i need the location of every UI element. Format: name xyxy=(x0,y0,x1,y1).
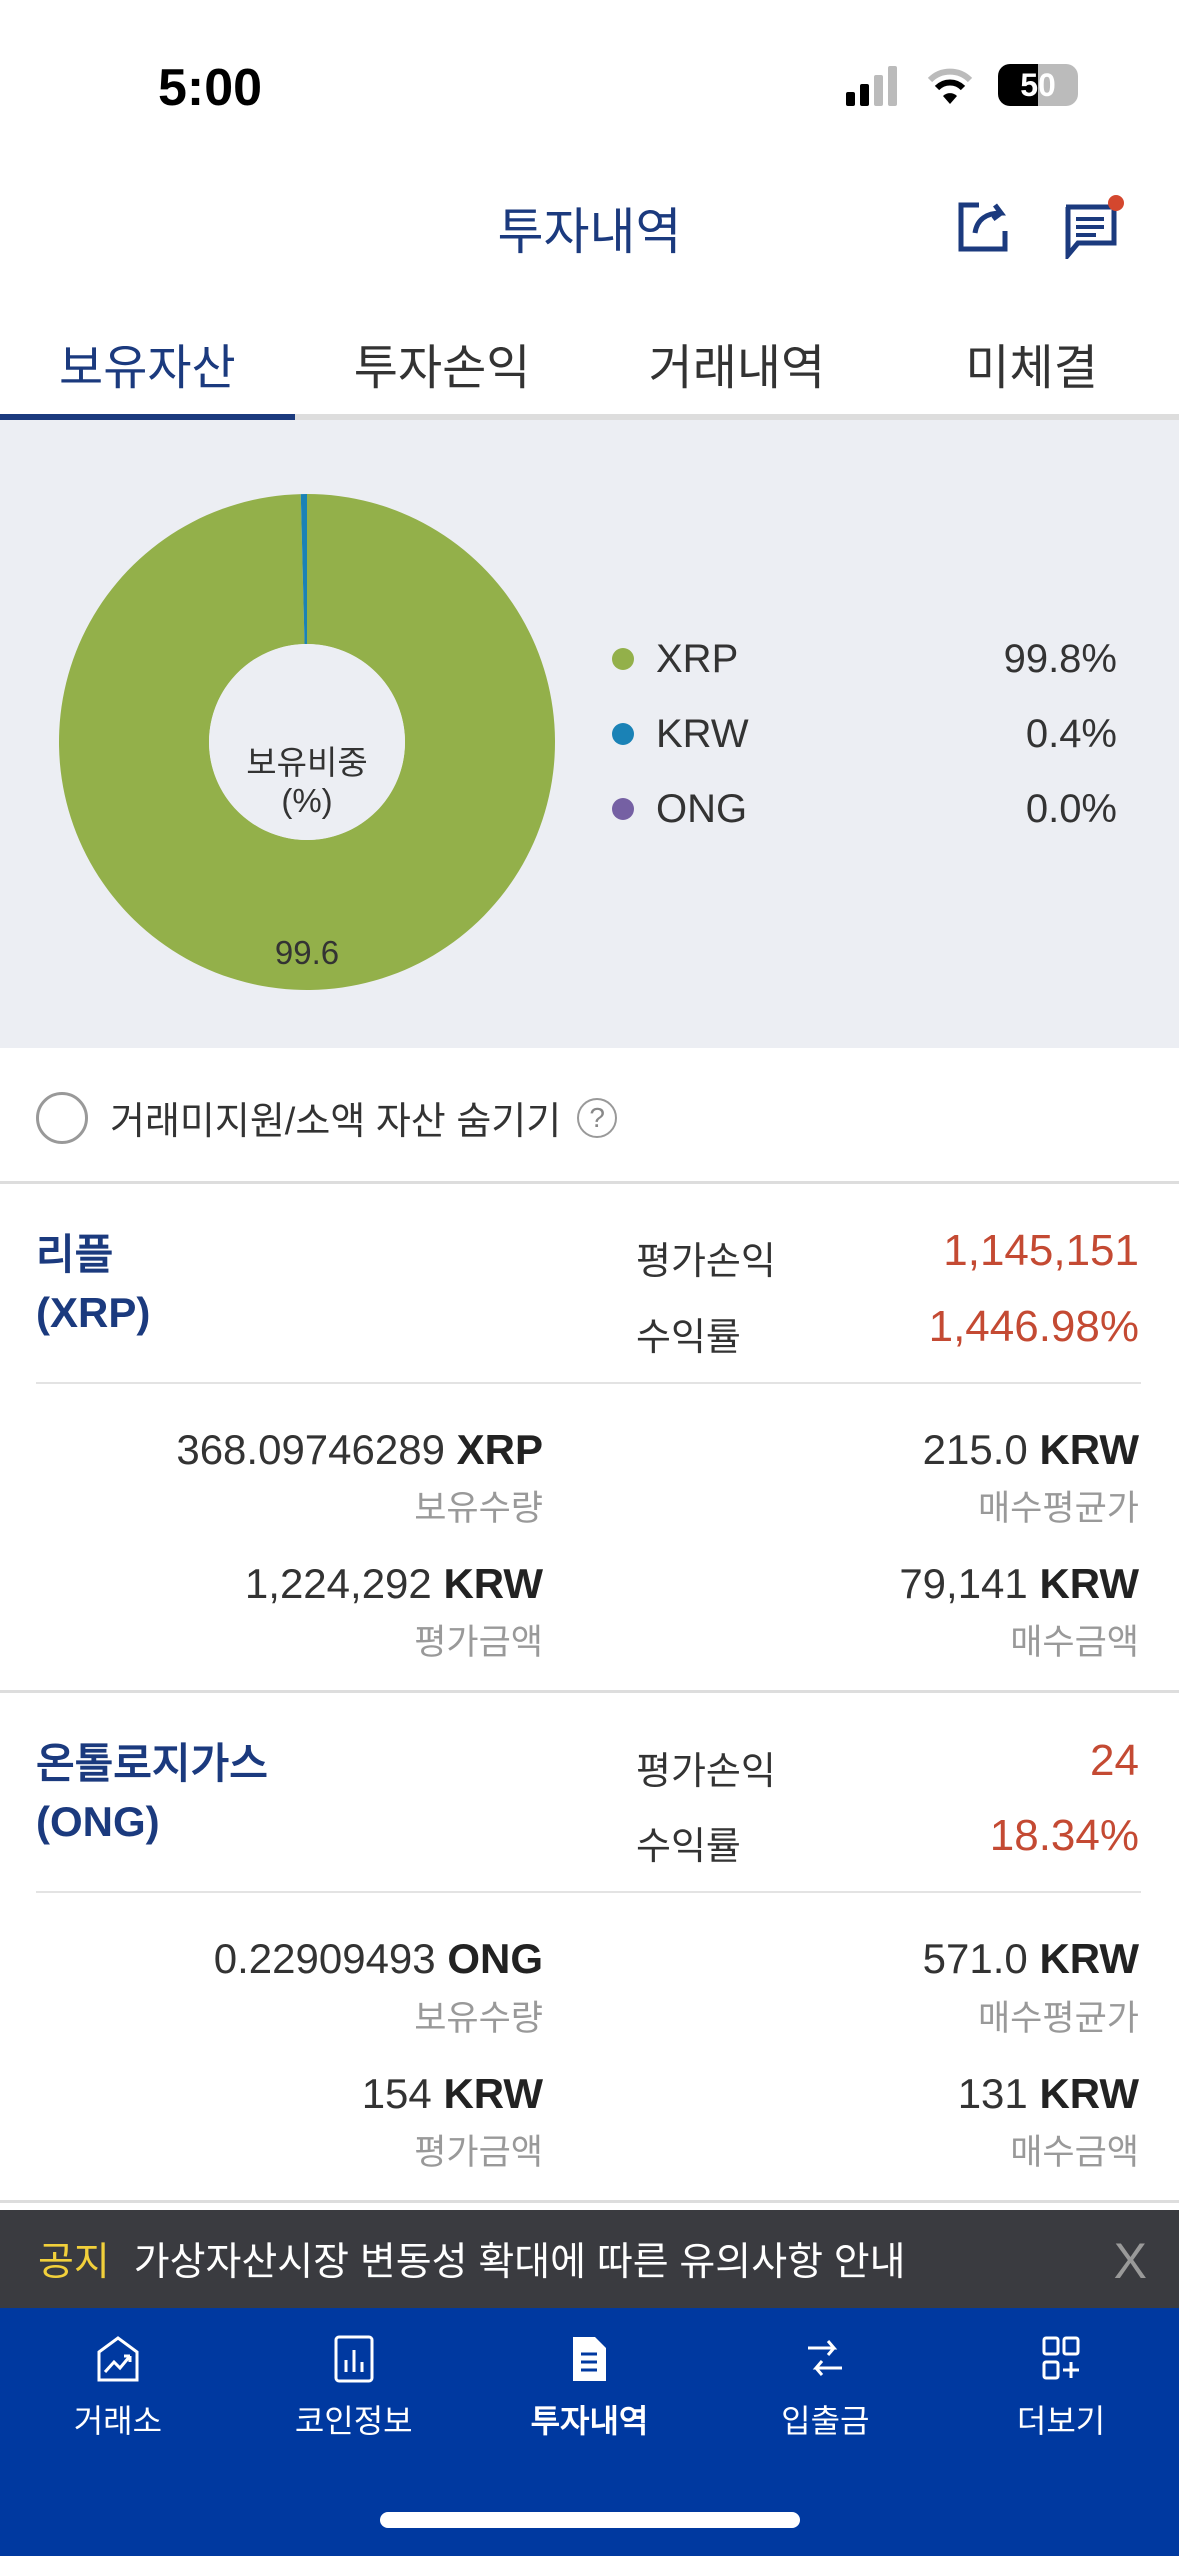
rate-value: 1,446.98% xyxy=(928,1302,1139,1351)
notice-text[interactable]: 가상자산시장 변동성 확대에 따른 유의사항 안내 xyxy=(133,2241,906,2284)
legend-value: 0.4% xyxy=(1025,711,1117,756)
close-icon[interactable]: X xyxy=(1113,2233,1147,2289)
hide-small-assets-toggle[interactable]: 거래미지원/소액 자산 숨기기 ? xyxy=(36,1090,618,1145)
nav-deposit-withdraw[interactable]: 입출금 xyxy=(707,2308,943,2556)
buy-amount-value: 79,141 KRW xyxy=(899,1560,1139,1607)
nav-investments[interactable]: 투자내역 xyxy=(472,2308,708,2556)
nav-label: 입출금 xyxy=(781,2403,870,2439)
nav-label: 코인정보 xyxy=(294,2403,413,2439)
nav-more[interactable]: 더보기 xyxy=(943,2308,1179,2556)
center-label-1: 보유비중 xyxy=(246,744,367,781)
avg-price-label: 매수평균가 xyxy=(977,1999,1139,2038)
divider xyxy=(36,1891,1141,1893)
status-time: 5:00 xyxy=(158,59,263,117)
buy-amount-label: 매수금액 xyxy=(1010,1623,1139,1662)
donut-hole xyxy=(209,644,405,840)
legend-dot xyxy=(612,798,634,820)
tab-bar: 보유자산 투자손익 거래내역 미체결 xyxy=(0,320,1179,420)
share-icon[interactable] xyxy=(955,195,1015,255)
divider xyxy=(0,1181,1179,1184)
status-icons: 50 xyxy=(846,64,1078,106)
rate-label: 수익률 xyxy=(636,1317,741,1359)
tab-holdings[interactable]: 보유자산 xyxy=(59,342,236,395)
donut-chart: 보유비중 (%) 99.6 xyxy=(58,494,555,991)
pl-value: 1,145,151 xyxy=(943,1226,1139,1275)
legend-dot xyxy=(612,723,634,745)
legend-item-ong: ONG 0.0% xyxy=(612,779,1117,839)
legend-name: XRP xyxy=(656,636,739,681)
buy-amount-label: 매수금액 xyxy=(1010,2133,1139,2172)
legend-value: 99.8% xyxy=(1003,636,1117,681)
rate-label: 수익률 xyxy=(636,1826,741,1868)
avg-price-value: 571.0 KRW xyxy=(922,1935,1139,1982)
battery-icon: 50 xyxy=(998,64,1078,106)
legend-item-xrp: XRP 99.8% xyxy=(612,629,1117,689)
pl-value: 24 xyxy=(1090,1736,1139,1785)
donut-slice-krw xyxy=(300,494,307,645)
portfolio-chart-section: 보유비중 (%) 99.6 XRP 99.8% KRW 0.4% ONG 0.0% xyxy=(0,420,1179,1048)
cellular-icon xyxy=(846,66,897,106)
pl-label: 평가손익 xyxy=(636,1241,776,1283)
nav-exchange[interactable]: 거래소 xyxy=(0,2308,236,2556)
tab-profit-loss[interactable]: 투자손익 xyxy=(353,342,531,395)
toggle-label: 거래미지원/소액 자산 숨기기 xyxy=(110,1101,562,1143)
home-indicator xyxy=(380,2512,800,2528)
legend-value: 0.0% xyxy=(1025,786,1117,831)
divider xyxy=(0,2200,1179,2203)
qty-label: 보유수량 xyxy=(414,1489,543,1528)
divider xyxy=(36,1382,1141,1384)
radio-button[interactable] xyxy=(36,1091,88,1144)
coin-ticker[interactable]: (ONG) xyxy=(36,1798,160,1845)
notice-banner[interactable]: 공지 가상자산시장 변동성 확대에 따른 유의사항 안내 X xyxy=(0,2210,1179,2308)
transfer-arrows-icon xyxy=(808,2340,843,2376)
exchange-chart-icon xyxy=(97,2336,139,2382)
nav-label: 투자내역 xyxy=(530,2403,649,2439)
eval-value: 1,224,292 KRW xyxy=(244,1560,543,1607)
page-title: 투자내역 xyxy=(497,204,682,260)
active-tab-indicator xyxy=(0,414,295,420)
grid-plus-icon xyxy=(1042,2336,1080,2380)
qty-value: 368.09746289 XRP xyxy=(176,1426,543,1473)
legend-dot xyxy=(612,648,634,670)
wifi-icon xyxy=(927,68,973,104)
center-label-2: (%) xyxy=(281,782,332,819)
avg-price-label: 매수평균가 xyxy=(977,1489,1139,1528)
eval-value: 154 KRW xyxy=(361,2070,543,2117)
nav-label: 더보기 xyxy=(1016,2403,1106,2439)
buy-amount-value: 131 KRW xyxy=(957,2070,1139,2117)
coin-ticker[interactable]: (XRP) xyxy=(36,1289,151,1336)
message-icon[interactable] xyxy=(1060,193,1126,259)
coin-name[interactable]: 온톨로지가스 xyxy=(36,1740,268,1787)
pl-label: 평가손익 xyxy=(636,1751,776,1793)
rate-value: 18.34% xyxy=(989,1811,1139,1860)
document-icon xyxy=(573,2337,607,2381)
qty-value: 0.22909493 ONG xyxy=(213,1935,543,1982)
legend-name: ONG xyxy=(656,786,748,831)
slice-label: 99.6 xyxy=(275,934,339,971)
avg-price-value: 215.0 KRW xyxy=(922,1426,1139,1473)
eval-label: 평가금액 xyxy=(414,1623,543,1662)
eval-label: 평가금액 xyxy=(414,2133,543,2172)
tab-pending[interactable]: 미체결 xyxy=(965,342,1098,395)
notice-tag: 공지 xyxy=(38,2241,110,2284)
help-icon[interactable]: ? xyxy=(577,1097,618,1138)
qty-label: 보유수량 xyxy=(414,1999,543,2038)
divider xyxy=(0,1690,1179,1693)
tab-transactions[interactable]: 거래내역 xyxy=(648,342,826,395)
legend-name: KRW xyxy=(656,711,749,756)
donut-slice-xrp xyxy=(58,494,555,991)
bar-chart-icon xyxy=(334,2335,374,2383)
nav-coin-info[interactable]: 코인정보 xyxy=(236,2308,472,2556)
nav-label: 거래소 xyxy=(73,2403,163,2439)
coin-name[interactable]: 리플 xyxy=(36,1231,114,1278)
legend-item-krw: KRW 0.4% xyxy=(612,704,1117,764)
